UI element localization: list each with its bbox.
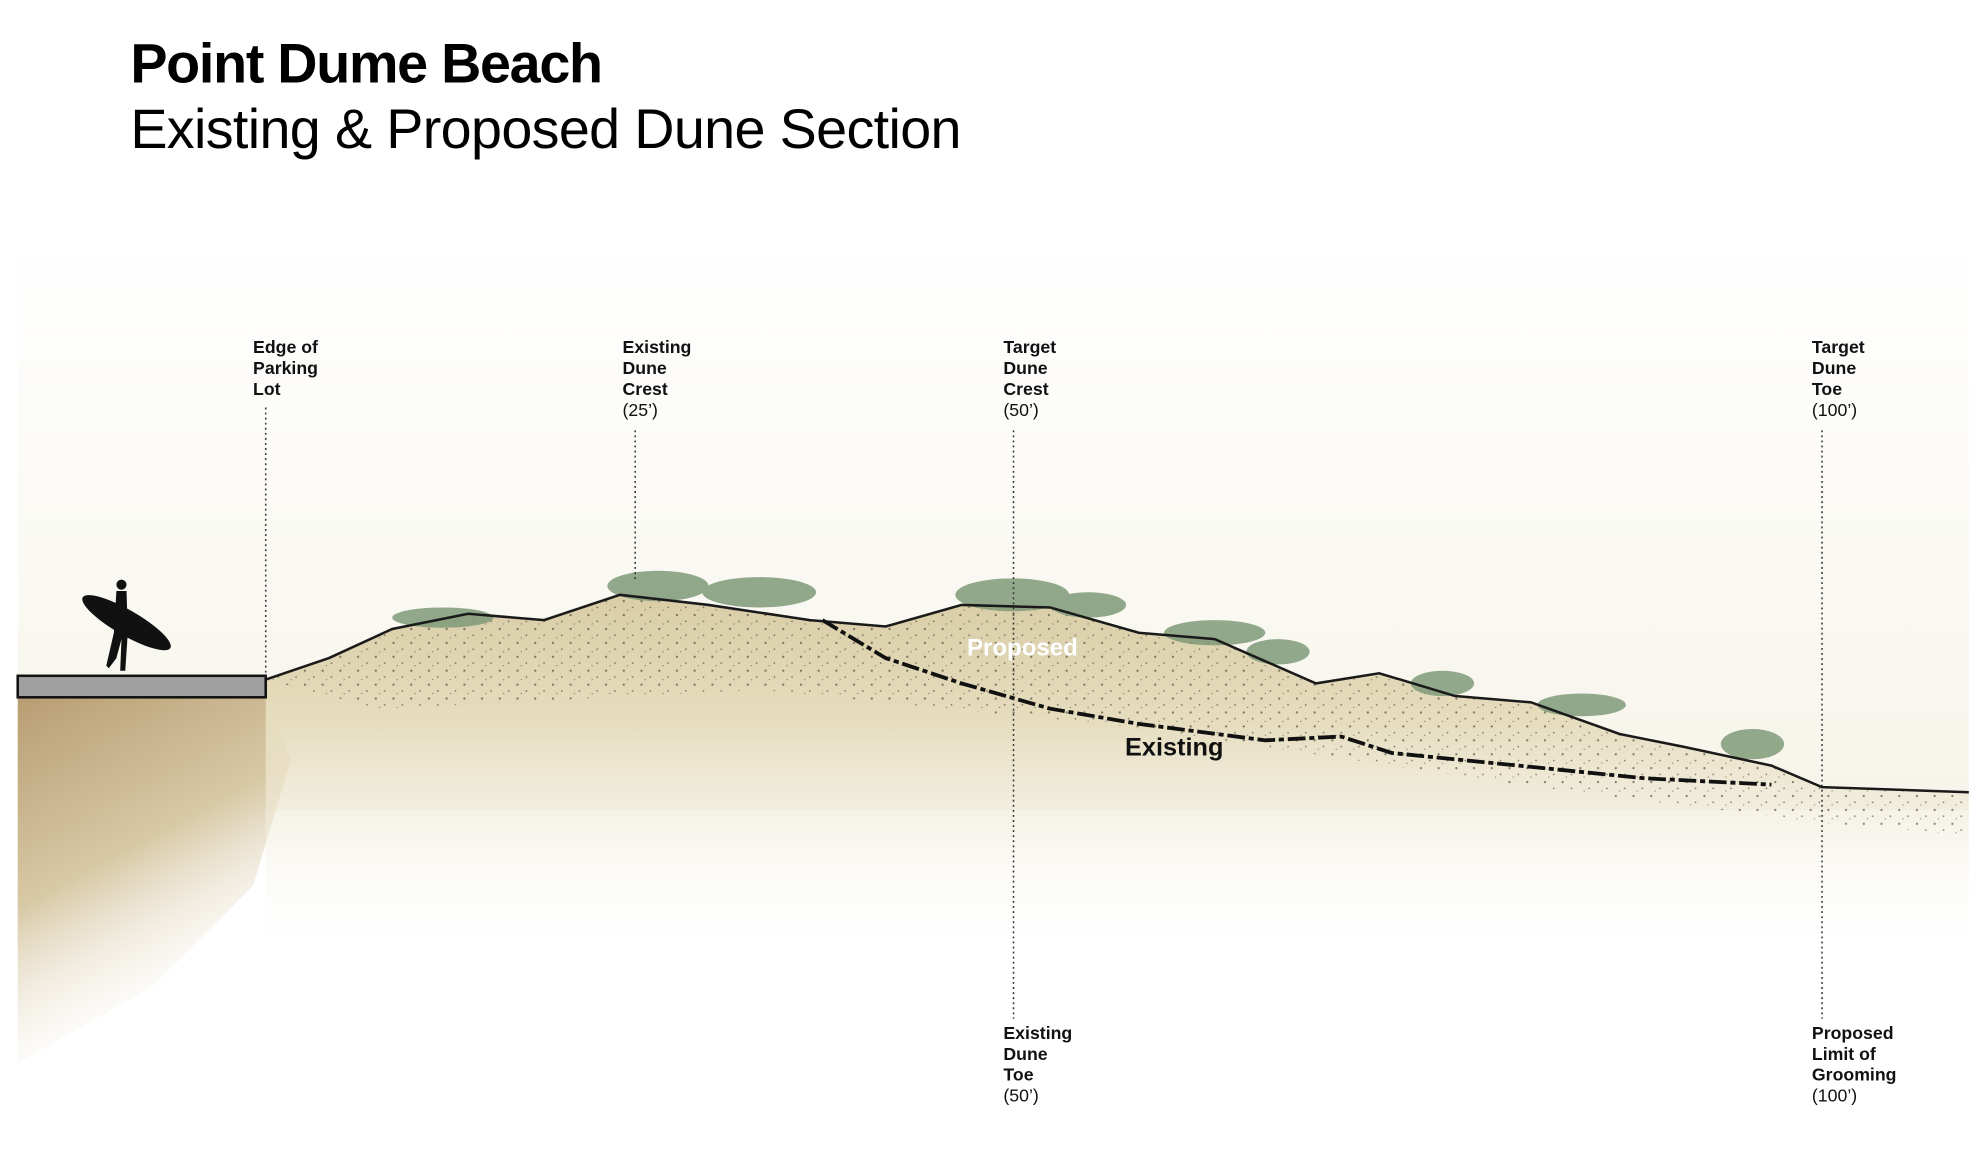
annotation-line: (25’) <box>623 400 658 420</box>
annotation-line: (50’) <box>1003 400 1038 420</box>
annotation-line: Existing <box>1003 1023 1072 1043</box>
annotation-line: Proposed <box>1812 1023 1894 1043</box>
annotation-line: (100’) <box>1812 1086 1857 1106</box>
sand-grain <box>265 594 1969 836</box>
annotation-line: Crest <box>1003 379 1048 399</box>
annotation-line: Dune <box>1003 358 1047 378</box>
annotation-line: Target <box>1003 337 1056 357</box>
proposed-surface <box>265 593 1969 794</box>
surfer-icon <box>82 579 171 671</box>
annotation-line: (50’) <box>1003 1086 1038 1106</box>
existing-surface <box>821 618 1772 787</box>
annotation-line: Existing <box>623 337 692 357</box>
proposed-label: Proposed <box>967 635 1078 662</box>
annotation-line: Dune <box>1003 1044 1047 1064</box>
annotation-line: Target <box>1812 337 1865 357</box>
annotation-line: Grooming <box>1812 1065 1897 1085</box>
cliff <box>17 697 292 1063</box>
annotations: Edge ofParkingLotExistingDuneCrest(25’)T… <box>253 337 1896 1105</box>
annotation-line: Toe <box>1812 379 1842 399</box>
annotation-line: Toe <box>1003 1065 1033 1085</box>
title: Point Dume Beach <box>130 32 601 94</box>
annotation-line: Parking <box>253 358 318 378</box>
annotation-line: Crest <box>623 379 668 399</box>
annotation-line: Lot <box>253 379 281 399</box>
parking-lot <box>16 674 267 699</box>
subtitle: Existing & Proposed Dune Section <box>130 98 961 160</box>
existing-label: Existing <box>1125 734 1223 762</box>
annotation-line: Dune <box>1812 358 1856 378</box>
annotation-line: Dune <box>623 358 667 378</box>
annotation-line: Edge of <box>253 337 318 357</box>
annotation-line: Limit of <box>1812 1044 1876 1064</box>
annotation-line: (100’) <box>1812 400 1857 420</box>
